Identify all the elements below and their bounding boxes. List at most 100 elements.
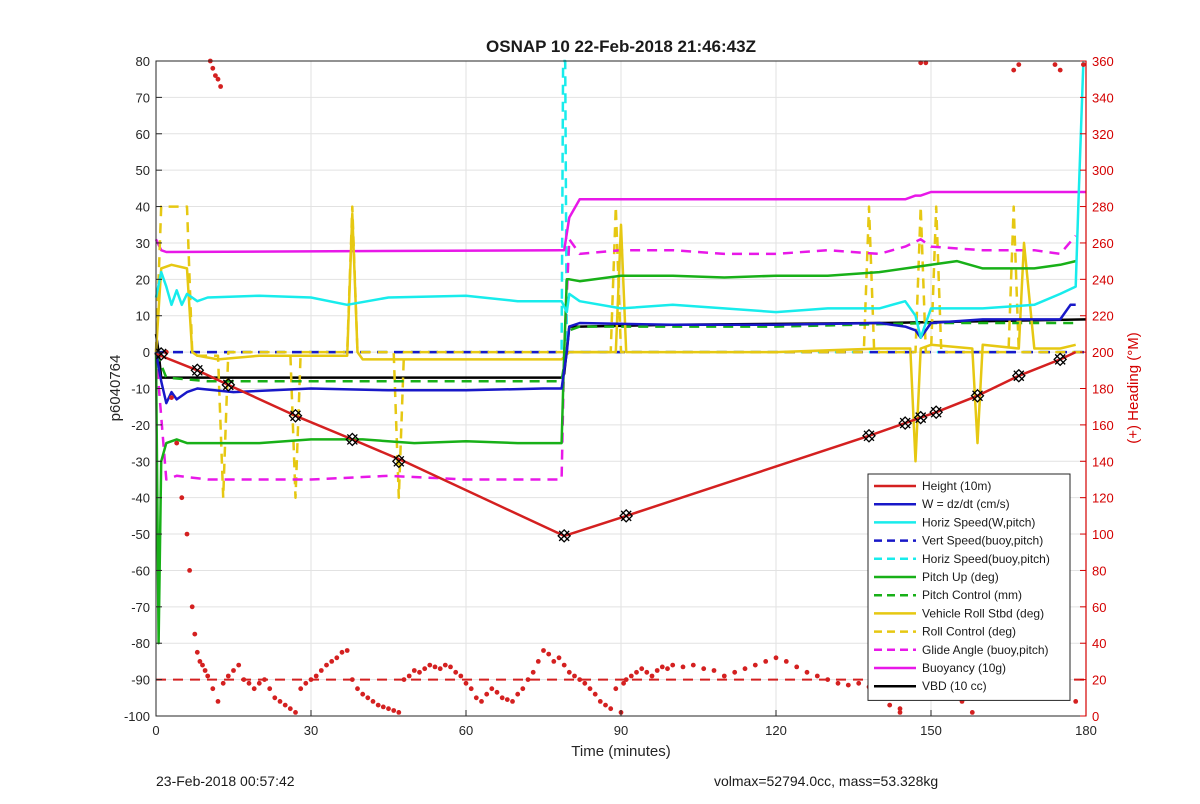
heading-point [520, 686, 526, 692]
marker-cross [1013, 370, 1025, 382]
x-tick-label: 0 [152, 723, 159, 738]
heading-point [621, 680, 626, 686]
legend-entry: Horiz Speed(W,pitch) [922, 515, 1035, 529]
heading-point [360, 691, 366, 697]
marker-diamond [345, 432, 360, 447]
marker-cross [558, 530, 570, 542]
heading-point [752, 662, 758, 668]
marker-cross [393, 455, 405, 467]
marker-diamond [862, 428, 876, 443]
y-tick-label: 80 [136, 54, 150, 69]
heading-point [597, 699, 603, 704]
series-line [154, 205, 1086, 499]
heading-point [349, 677, 355, 682]
heading-point [510, 699, 515, 704]
heading-point [969, 710, 975, 715]
heading-point [267, 686, 273, 692]
marker-cross [972, 390, 983, 402]
heading-point [887, 702, 893, 708]
heading-point [210, 65, 216, 71]
marker-diamond [1053, 352, 1068, 367]
y2-tick-label: 280 [1092, 200, 1114, 215]
heading-point [344, 648, 350, 653]
heading-point [592, 691, 598, 697]
x-tick-label: 60 [459, 723, 473, 738]
heading-point [169, 395, 174, 400]
waypoint-marker [1053, 352, 1068, 367]
legend-entry: Pitch Up (deg) [922, 570, 999, 584]
y-tick-label: -80 [131, 636, 150, 651]
y2-tick-label: 40 [1092, 636, 1106, 651]
heading-point [649, 673, 655, 679]
y-tick-label: -60 [131, 563, 150, 578]
waypoint-marker [898, 416, 913, 430]
y2-tick-label: 300 [1092, 163, 1114, 178]
heading-point [231, 668, 236, 673]
heading-point [324, 662, 329, 668]
heading-point [473, 695, 479, 701]
heading-point [484, 691, 490, 697]
heading-point [603, 702, 608, 708]
heading-point [701, 666, 707, 672]
y-tick-label: 10 [136, 309, 150, 324]
heading-point [923, 60, 929, 66]
heading-point [262, 677, 267, 682]
heading-point [825, 677, 831, 682]
y-tick-label: 20 [136, 272, 150, 287]
heading-point [432, 664, 438, 670]
heading-point [437, 666, 443, 672]
heading-point [298, 686, 304, 692]
y-tick-label: -50 [131, 527, 150, 542]
marker-diamond [288, 408, 303, 423]
x-tick-label: 150 [920, 723, 942, 738]
y-tick-label: -70 [131, 600, 150, 615]
y-tick-label: -100 [124, 709, 150, 724]
heading-point [546, 651, 552, 657]
y-tick-label: 0 [143, 345, 150, 360]
heading-point [845, 682, 851, 688]
heading-point [814, 673, 820, 679]
waypoint-marker [913, 410, 928, 425]
heading-point [742, 666, 748, 672]
heading-point [458, 673, 464, 679]
heading-point [205, 673, 211, 679]
heading-point [1081, 62, 1086, 67]
marker-cross [1054, 353, 1066, 365]
heading-point [184, 531, 190, 537]
heading-point [277, 699, 283, 704]
heading-point [391, 708, 397, 713]
waypoint-marker [929, 405, 944, 420]
heading-point [711, 668, 717, 673]
y-axis-right: 3603403203002802602402202001801601401201… [1080, 54, 1114, 724]
marker-diamond [619, 508, 634, 523]
marker-diamond [557, 528, 572, 543]
y-tick-label: 30 [136, 236, 150, 251]
series-line [154, 259, 1076, 645]
heading-point [530, 669, 536, 675]
heading-point [411, 668, 417, 673]
heading-point [504, 697, 510, 702]
heading-point [422, 666, 428, 672]
heading-point [303, 680, 309, 686]
waypoint-marker [190, 363, 205, 378]
y2-tick-label: 220 [1092, 309, 1114, 324]
heading-point [515, 691, 521, 697]
heading-point [174, 440, 180, 446]
heading-point [215, 76, 221, 82]
heading-point [241, 677, 247, 682]
heading-point [189, 604, 195, 610]
heading-point [856, 680, 862, 686]
legend: Height (10m) W = dz/dt (cm/s) Horiz Speed(… [867, 473, 1071, 701]
heading-point [355, 686, 360, 692]
x-axis-label: Time (minutes) [571, 743, 670, 760]
y2-tick-label: 60 [1092, 600, 1106, 615]
heading-point [613, 686, 619, 692]
marker-cross [290, 410, 301, 422]
heading-point [654, 668, 660, 673]
marker-diamond [929, 405, 944, 420]
legend-entry: Vert Speed(buoy,pitch) [922, 534, 1043, 548]
heading-point [213, 73, 218, 78]
legend-entry: W = dz/dt (cm/s) [922, 497, 1010, 511]
y2-tick-label: 180 [1092, 382, 1114, 397]
heading-point [192, 631, 198, 637]
